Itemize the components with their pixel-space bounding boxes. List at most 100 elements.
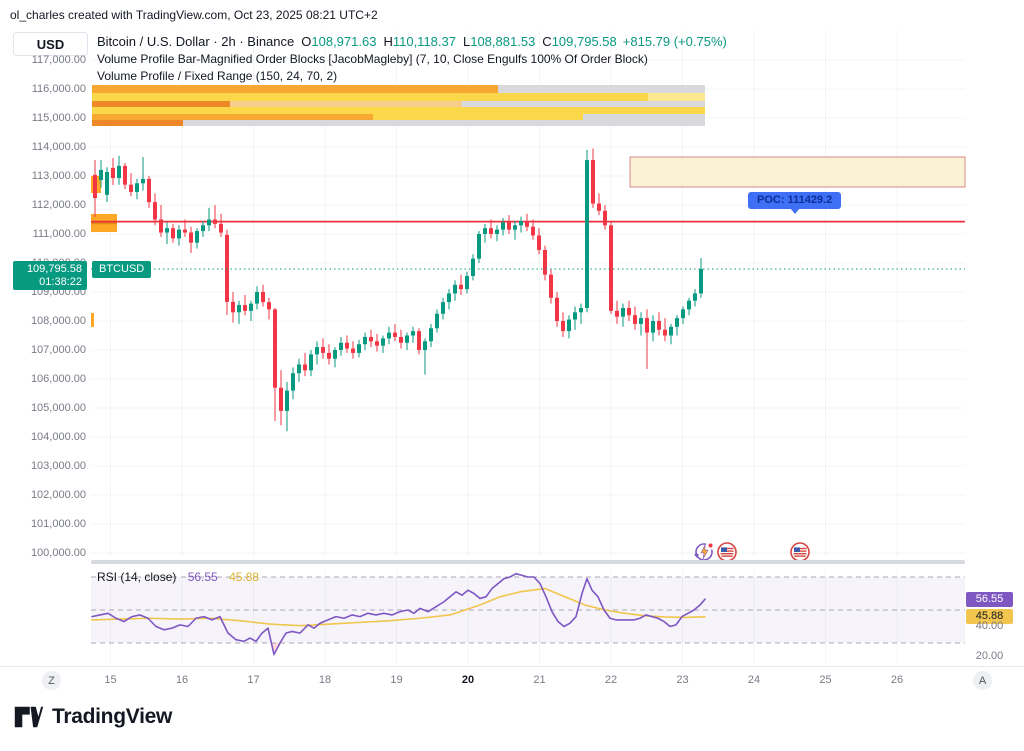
pane-divider[interactable] (91, 560, 965, 564)
volume-profile-bar (92, 107, 705, 114)
price-axis-label: 107,000.00 (30, 344, 86, 356)
tradingview-logo[interactable]: TradingView (14, 704, 172, 730)
candle-body (261, 292, 265, 303)
candle-body (315, 347, 319, 355)
price-axis-label: 101,000.00 (30, 518, 86, 530)
candle-body (189, 232, 193, 243)
volume-profile-bar (183, 120, 705, 126)
price-axis-label: 116,000.00 (31, 83, 86, 95)
order-block (91, 313, 94, 327)
chart-legend: Bitcoin / U.S. Dollar · 2h · Binance O108… (97, 34, 727, 84)
axis-settings-button[interactable]: A (973, 671, 992, 690)
us-flag-event-icon[interactable] (717, 542, 737, 562)
poc-price-label[interactable]: POC: 111429.2 (748, 192, 842, 214)
candle-body (693, 293, 697, 301)
volume-profile-bar (648, 93, 705, 101)
rsi-indicator-legend[interactable]: RSI (14, close) 56.55 45.88 (97, 570, 259, 584)
symbol-flag-badge[interactable]: BTCUSD (92, 261, 152, 278)
candle-body (279, 387, 283, 411)
tradingview-logo-mark (14, 706, 44, 728)
candle-body (297, 364, 301, 374)
volume-profile-bar (230, 101, 462, 107)
time-axis-label: 19 (390, 674, 403, 686)
candle-body (129, 184, 133, 192)
price-axis-label: 106,000.00 (30, 373, 86, 385)
us-flag-event-icon[interactable] (790, 542, 810, 562)
candle-body (381, 338, 385, 346)
candle-body (207, 219, 211, 226)
candle-body (675, 318, 679, 327)
volume-profile-bar (92, 120, 183, 126)
candle-body (321, 347, 325, 353)
legend-symbol-row[interactable]: Bitcoin / U.S. Dollar · 2h · Binance O108… (97, 34, 727, 50)
candle-body (603, 210, 607, 226)
candle-body (573, 312, 577, 320)
rsi-line (91, 572, 706, 656)
candle-body (369, 336, 373, 342)
economic-event-flash-icon[interactable] (693, 542, 714, 562)
candle-body (99, 169, 103, 181)
candle-body (669, 326, 673, 336)
open-label: O (301, 34, 312, 49)
candle-body (609, 225, 613, 311)
candle-body (117, 165, 121, 179)
candle-body (561, 321, 565, 332)
candle-body (195, 231, 199, 243)
candle-body (597, 203, 601, 211)
last-price-value: 109,795.58 (26, 263, 82, 275)
candle-body (225, 234, 229, 302)
candle-body (357, 344, 361, 353)
last-price-badge: 109,795.58 01:38:22 (13, 261, 87, 290)
candle-body (303, 364, 307, 371)
volume-profile-bar (373, 114, 583, 120)
candle-body (681, 309, 685, 319)
candle-body (477, 234, 481, 259)
price-axis-label: 105,000.00 (30, 402, 86, 414)
time-axis-label: 24 (747, 674, 761, 686)
candle-body (699, 268, 703, 294)
candle-body (105, 171, 109, 195)
indicator-row-order-blocks[interactable]: Volume Profile Bar-Magnified Order Block… (97, 52, 648, 66)
currency-button[interactable]: USD (13, 32, 88, 56)
candle-body (645, 318, 649, 333)
rsi-line-axis-badge: 56.55 (966, 592, 1013, 607)
candle-body (465, 276, 469, 290)
indicator-row-volume-profile[interactable]: Volume Profile / Fixed Range (150, 24, 7… (97, 69, 338, 83)
candle-body (615, 310, 619, 317)
candle-body (255, 292, 259, 304)
volume-profile-bar (498, 85, 705, 93)
candle-body (201, 225, 205, 232)
candle-body (567, 319, 571, 332)
candle-body (531, 226, 535, 236)
price-axis-label: 114,000.00 (31, 141, 86, 153)
candle-body (483, 228, 487, 234)
candle-body (333, 350, 337, 359)
candle-body (501, 222, 505, 230)
tradingview-logo-text: TradingView (52, 705, 173, 728)
rsi-label: RSI (14, close) (97, 570, 177, 584)
open-value: 108,971.63 (311, 34, 377, 49)
price-axis-label: 103,000.00 (30, 460, 86, 472)
candle-body (543, 249, 547, 275)
candle-body (231, 301, 235, 313)
timezone-button[interactable]: Z (42, 671, 61, 690)
time-axis-label: 21 (533, 674, 546, 686)
candle-body (651, 321, 655, 333)
candle-body (417, 331, 421, 350)
time-axis-label: 16 (175, 674, 189, 686)
rsi-axis-20: 20.00 (975, 650, 1004, 662)
candle-body (345, 342, 349, 349)
candle-body (237, 305, 241, 313)
candle-body (399, 336, 403, 343)
candle-body (93, 174, 97, 199)
candle-body (123, 165, 127, 185)
candle-body (159, 219, 163, 233)
rsi-line-value: 56.55 (187, 570, 218, 584)
rsi-axis-40: 40.00 (975, 620, 1004, 632)
candle-body (411, 331, 415, 336)
candle-body (111, 167, 115, 179)
candle-body (507, 222, 511, 230)
time-axis-label: 25 (819, 674, 832, 686)
price-axis-label: 111,000.00 (32, 228, 86, 240)
